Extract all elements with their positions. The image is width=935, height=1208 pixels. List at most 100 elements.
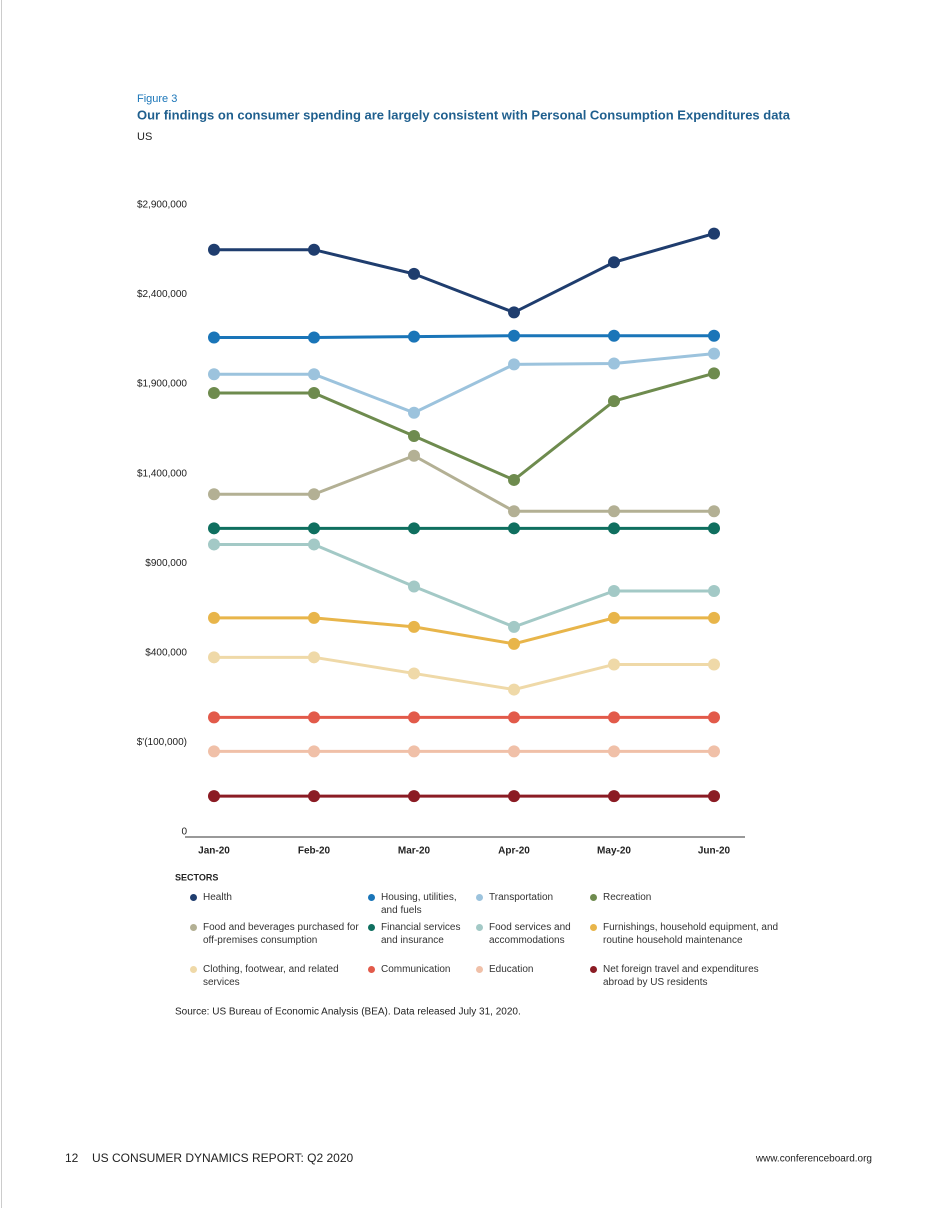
figure-label: Figure 3 bbox=[137, 93, 177, 105]
data-point bbox=[208, 745, 220, 758]
legend-marker bbox=[476, 924, 483, 931]
data-point bbox=[408, 620, 420, 633]
legend-marker bbox=[190, 894, 197, 901]
data-point bbox=[608, 395, 620, 408]
legend-title: SECTORS bbox=[175, 872, 218, 882]
data-point bbox=[508, 790, 520, 803]
page-number: 12 bbox=[65, 1151, 79, 1165]
legend-label: Transportation bbox=[489, 892, 554, 903]
data-point bbox=[608, 505, 620, 518]
data-point bbox=[708, 611, 720, 624]
legend-entry: Health bbox=[190, 891, 363, 904]
data-point bbox=[508, 522, 520, 535]
data-point bbox=[208, 522, 220, 535]
legend-marker bbox=[590, 924, 597, 931]
data-point bbox=[308, 745, 320, 758]
legend-entry: Transportation bbox=[476, 891, 589, 904]
data-point bbox=[308, 331, 320, 344]
source: Source: US Bureau of Economic Analysis (… bbox=[175, 1007, 521, 1018]
chart-title: Our findings on consumer spending are la… bbox=[137, 107, 791, 122]
data-point bbox=[608, 745, 620, 758]
data-point bbox=[508, 358, 520, 371]
data-point bbox=[208, 243, 220, 256]
data-point bbox=[408, 667, 420, 680]
x-tick-label: May-20 bbox=[597, 846, 631, 857]
data-point bbox=[608, 329, 620, 342]
data-point bbox=[508, 745, 520, 758]
data-point bbox=[208, 488, 220, 501]
legend-label: Health bbox=[203, 892, 232, 903]
data-point bbox=[408, 449, 420, 462]
legend-entry: Communication bbox=[368, 963, 476, 976]
data-point bbox=[708, 658, 720, 671]
data-point bbox=[308, 368, 320, 381]
data-point bbox=[408, 406, 420, 419]
x-tick-label: Mar-20 bbox=[398, 846, 431, 857]
series-line bbox=[214, 542, 714, 629]
data-point bbox=[408, 711, 420, 724]
data-point bbox=[308, 387, 320, 400]
legend-entry: Food and beverages purchased for off-pre… bbox=[190, 921, 363, 947]
data-point bbox=[408, 790, 420, 803]
series-line bbox=[214, 616, 714, 646]
y-tick-label: $1,400,000 bbox=[137, 468, 187, 479]
legend-marker bbox=[368, 966, 375, 973]
chart-subtitle: US bbox=[137, 131, 152, 143]
legend-entry: Housing, utilities, and fuels bbox=[368, 891, 476, 917]
legend-marker bbox=[476, 894, 483, 901]
data-point bbox=[208, 331, 220, 344]
legend-marker bbox=[190, 924, 197, 931]
data-point bbox=[708, 790, 720, 803]
legend-entry: Furnishings, household equipment, and ro… bbox=[590, 921, 788, 947]
data-point bbox=[508, 473, 520, 486]
data-point bbox=[608, 711, 620, 724]
legend-marker bbox=[476, 966, 483, 973]
data-point bbox=[208, 711, 220, 724]
data-point bbox=[708, 227, 720, 240]
legend-marker bbox=[368, 924, 375, 931]
data-point bbox=[608, 611, 620, 624]
legend-label: Food and beverages purchased for off-pre… bbox=[203, 922, 359, 946]
data-point bbox=[708, 745, 720, 758]
legend-marker bbox=[590, 894, 597, 901]
series-line bbox=[214, 352, 715, 415]
series-line bbox=[214, 454, 714, 513]
data-point bbox=[708, 711, 720, 724]
series-line bbox=[214, 232, 715, 315]
data-point bbox=[308, 790, 320, 803]
data-point bbox=[708, 522, 720, 535]
data-point bbox=[708, 329, 720, 342]
legend-label: Education bbox=[489, 964, 534, 975]
legend-entry: Clothing, footwear, and related services bbox=[190, 963, 363, 989]
legend-label: Communication bbox=[381, 964, 451, 975]
data-point bbox=[408, 330, 420, 343]
data-point bbox=[508, 637, 520, 650]
y-tick-label: $900,000 bbox=[145, 558, 187, 569]
y-tick-label: $2,900,000 bbox=[137, 200, 187, 211]
data-point bbox=[708, 347, 720, 360]
data-point bbox=[608, 522, 620, 535]
report-name: US CONSUMER DYNAMICS REPORT: Q2 2020 bbox=[92, 1151, 354, 1165]
data-point bbox=[608, 585, 620, 598]
data-point bbox=[208, 651, 220, 664]
data-point bbox=[208, 368, 220, 381]
legend-entry: Financial services and insurance bbox=[368, 921, 476, 947]
x-tick-label: Feb-20 bbox=[298, 846, 331, 857]
data-point bbox=[708, 585, 720, 598]
legend-marker bbox=[368, 894, 375, 901]
y-origin-label: 0 bbox=[181, 827, 187, 838]
legend-label: Recreation bbox=[603, 892, 652, 903]
data-point bbox=[608, 256, 620, 269]
data-point bbox=[308, 522, 320, 535]
data-point bbox=[708, 367, 720, 380]
data-point bbox=[408, 430, 420, 443]
legend-label: Housing, utilities, and fuels bbox=[381, 892, 457, 916]
x-tick-label: Jun-20 bbox=[698, 846, 731, 857]
series-line bbox=[214, 334, 714, 339]
data-point bbox=[408, 745, 420, 758]
x-tick-label: Jan-20 bbox=[198, 846, 230, 857]
legend-entry: Net foreign travel and expenditures abro… bbox=[590, 963, 788, 989]
legend-entry: Food services and accommodations bbox=[476, 921, 589, 947]
